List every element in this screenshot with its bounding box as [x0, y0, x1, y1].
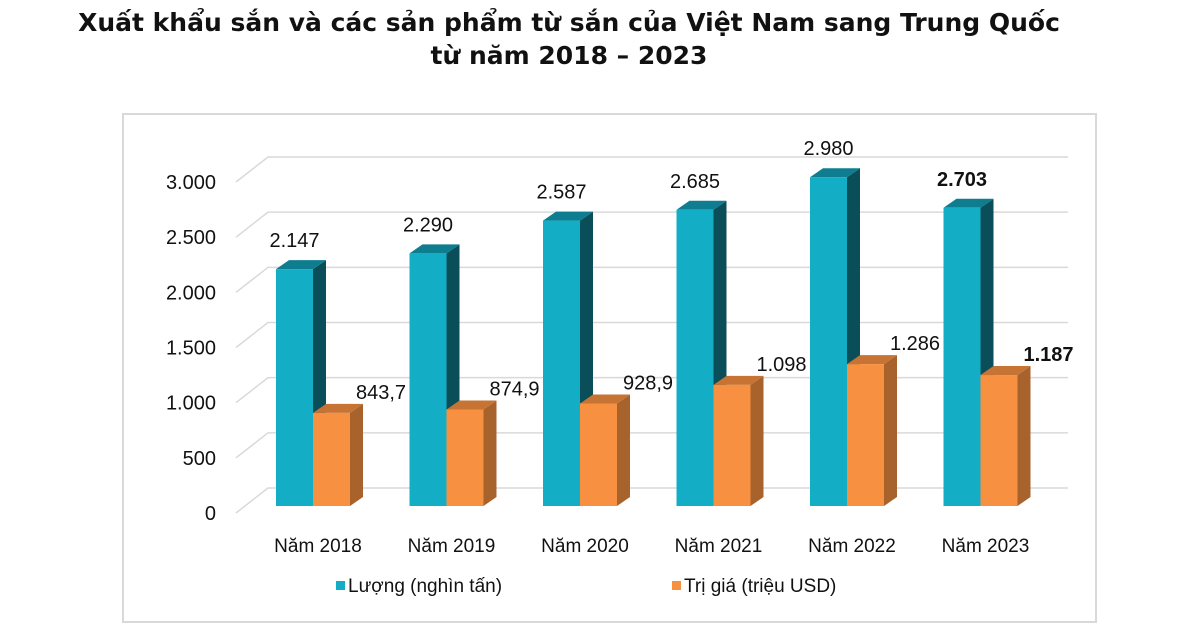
bar-top	[676, 200, 727, 210]
bar-top	[313, 403, 363, 413]
legend-label: Lượng (nghìn tấn)	[348, 576, 502, 597]
gridline	[235, 432, 1068, 459]
bar	[446, 409, 484, 506]
bar	[313, 412, 350, 506]
gridline	[235, 266, 1068, 293]
data-label: 928,9	[623, 373, 673, 395]
data-label: 1.187	[1023, 344, 1073, 366]
bar-side	[350, 403, 363, 506]
gridline	[235, 156, 1068, 183]
legend-swatch	[336, 581, 345, 590]
legend-swatch	[672, 581, 681, 590]
chart-frame	[122, 113, 1097, 623]
gridline	[235, 211, 1068, 238]
title-line-1: Xuất khẩu sắn và các sản phẩm từ sắn của…	[78, 8, 1060, 37]
data-label: 2.980	[803, 138, 853, 160]
gridline	[235, 321, 1068, 349]
bar-side	[750, 375, 764, 506]
x-tick-label: Năm 2020	[541, 536, 629, 557]
bar-top	[543, 211, 593, 221]
bar-top	[580, 394, 630, 404]
y-tick-label: 1.500	[166, 338, 216, 360]
bar-side	[1017, 366, 1031, 506]
data-label: 2.290	[403, 214, 453, 236]
legend-label: Trị giá (triệu USD)	[684, 576, 836, 597]
bar	[943, 207, 981, 507]
data-label: 2.147	[269, 230, 319, 252]
data-label: 1.098	[756, 354, 806, 376]
data-label: 2.703	[937, 169, 987, 191]
y-tick-label: 1.000	[166, 393, 216, 415]
gridline	[235, 487, 1068, 514]
y-tick-label: 2.500	[166, 227, 216, 249]
x-tick-label: Năm 2022	[808, 536, 896, 557]
bar-top	[276, 260, 326, 270]
bar	[409, 253, 447, 506]
bar-top	[409, 244, 460, 254]
bar-top	[847, 355, 897, 365]
bar	[276, 269, 313, 506]
bar	[847, 364, 884, 506]
chart-title: Xuất khẩu sắn và các sản phẩm từ sắn của…	[0, 6, 1138, 72]
bar-top	[943, 198, 994, 208]
y-tick-label: 2.000	[166, 282, 216, 304]
y-tick-label: 3.000	[166, 172, 216, 194]
bar-top	[980, 366, 1031, 376]
data-label: 2.685	[670, 171, 720, 193]
data-label: 874,9	[489, 378, 539, 400]
bar-top	[713, 375, 764, 385]
bar-top	[810, 168, 860, 178]
data-label: 2.587	[536, 182, 586, 204]
bar	[543, 220, 580, 506]
x-tick-label: Năm 2018	[274, 536, 362, 557]
data-label: 1.286	[890, 333, 940, 355]
x-tick-label: Năm 2023	[942, 536, 1030, 557]
bar-side	[884, 355, 897, 506]
bar	[676, 209, 714, 506]
data-label: 843,7	[356, 382, 406, 404]
bar	[810, 177, 847, 506]
bar	[713, 384, 751, 506]
x-tick-label: Năm 2021	[675, 536, 763, 557]
bar-top	[446, 400, 497, 410]
bar	[580, 403, 617, 506]
y-tick-label: 500	[183, 448, 216, 470]
x-tick-label: Năm 2019	[408, 536, 496, 557]
bar-side	[483, 400, 497, 506]
bar	[980, 375, 1018, 506]
y-tick-label: 0	[205, 503, 216, 525]
gridline	[235, 376, 1068, 404]
bar-side	[617, 394, 630, 506]
title-line-2: từ năm 2018 – 2023	[430, 41, 708, 70]
